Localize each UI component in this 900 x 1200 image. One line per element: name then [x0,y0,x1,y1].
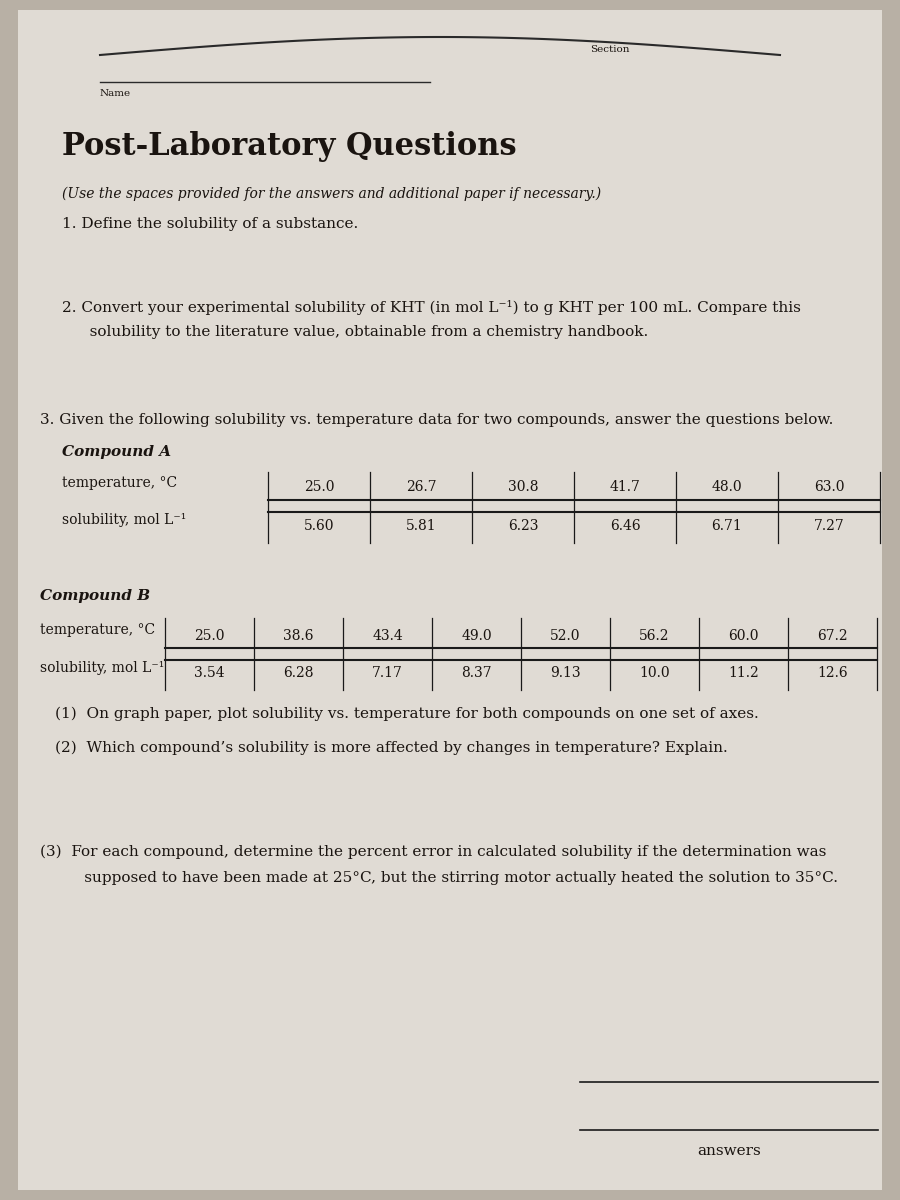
Text: 6.23: 6.23 [508,518,538,533]
Text: (1)  On graph paper, plot solubility vs. temperature for both compounds on one s: (1) On graph paper, plot solubility vs. … [55,707,759,721]
Text: 63.0: 63.0 [814,480,844,494]
Text: 67.2: 67.2 [817,629,848,643]
Text: 3. Given the following solubility vs. temperature data for two compounds, answer: 3. Given the following solubility vs. te… [40,413,833,427]
Text: temperature, °C: temperature, °C [40,623,155,637]
Text: 11.2: 11.2 [728,666,759,680]
Text: 49.0: 49.0 [461,629,491,643]
Text: Compound A: Compound A [62,445,171,458]
Text: 6.71: 6.71 [712,518,742,533]
Text: 2. Convert your experimental solubility of KHT (in mol L⁻¹) to g KHT per 100 mL.: 2. Convert your experimental solubility … [62,300,801,314]
Text: 52.0: 52.0 [550,629,580,643]
Text: solubility, mol L⁻¹: solubility, mol L⁻¹ [40,661,164,674]
Text: temperature, °C: temperature, °C [62,476,177,490]
Text: 25.0: 25.0 [304,480,334,494]
Text: 7.17: 7.17 [372,666,403,680]
Text: 25.0: 25.0 [194,629,225,643]
Text: 26.7: 26.7 [406,480,436,494]
Text: solubility to the literature value, obtainable from a chemistry handbook.: solubility to the literature value, obta… [75,325,648,338]
Text: Name: Name [100,89,131,98]
Text: Section: Section [590,44,629,54]
Text: 5.81: 5.81 [406,518,436,533]
Text: 41.7: 41.7 [609,480,641,494]
Text: solubility, mol L⁻¹: solubility, mol L⁻¹ [62,514,186,527]
Text: 7.27: 7.27 [814,518,844,533]
Text: 1. Define the solubility of a substance.: 1. Define the solubility of a substance. [62,217,358,230]
Text: 9.13: 9.13 [550,666,580,680]
Text: 10.0: 10.0 [639,666,670,680]
Text: 48.0: 48.0 [712,480,742,494]
Text: 30.8: 30.8 [508,480,538,494]
Text: 56.2: 56.2 [639,629,670,643]
Text: supposed to have been made at 25°C, but the stirring motor actually heated the s: supposed to have been made at 25°C, but … [55,871,838,886]
Text: answers: answers [698,1144,760,1158]
Text: Compound B: Compound B [40,589,150,602]
Text: 38.6: 38.6 [284,629,314,643]
Text: 3.54: 3.54 [194,666,225,680]
Text: 5.60: 5.60 [304,518,334,533]
Text: 8.37: 8.37 [461,666,491,680]
Text: (Use the spaces provided for the answers and additional paper if necessary.): (Use the spaces provided for the answers… [62,187,601,200]
Text: 60.0: 60.0 [728,629,759,643]
Text: 6.46: 6.46 [609,518,640,533]
Text: (2)  Which compound’s solubility is more affected by changes in temperature? Exp: (2) Which compound’s solubility is more … [55,740,728,755]
Text: (3)  For each compound, determine the percent error in calculated solubility if : (3) For each compound, determine the per… [40,845,826,859]
Text: 12.6: 12.6 [817,666,848,680]
Text: 43.4: 43.4 [372,629,403,643]
Text: Post-Laboratory Questions: Post-Laboratory Questions [62,131,517,162]
Text: 6.28: 6.28 [284,666,314,680]
